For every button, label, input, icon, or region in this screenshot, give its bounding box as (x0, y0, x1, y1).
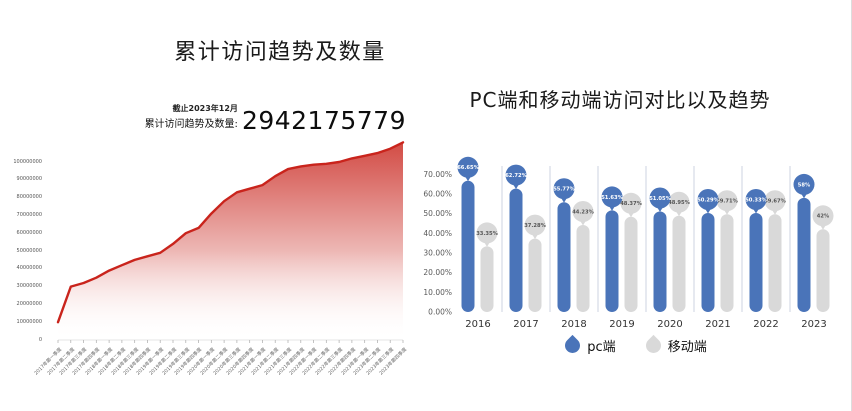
area-y-tick-label: 50000000 (16, 247, 42, 254)
area-chart-svg (56, 141, 405, 343)
cumulative-panel: 累计访问趋势及数量 截止2023年12月 累计访问趋势及数量: 29421757… (0, 0, 420, 411)
mobile-value-balloon-2022 (764, 190, 786, 212)
area-y-tick-label: 20000000 (16, 300, 42, 307)
area-y-tick-label: 70000000 (16, 211, 42, 218)
mobile-value-label-2018: 44.23% (572, 209, 594, 215)
mobile-value-balloon-2018 (572, 201, 594, 222)
year-label: 2016 (465, 319, 490, 330)
pc-bar-2020 (653, 211, 667, 312)
pc-mobile-bar-chart: 0.00% 10.00% 20.00% 30.00% 40.00% 50.00% 60.00… (420, 150, 851, 332)
pc-value-label-2017: 62.72% (505, 173, 527, 179)
mobile-value-label-2017: 37.28% (524, 223, 546, 229)
right-chart-title: PC端和移动端访问对比以及趋势 (469, 88, 771, 112)
legend-item-mobile[interactable]: 移动端 (642, 334, 707, 357)
pc-bar-2019 (605, 210, 619, 312)
annotation-label: 累计访问趋势及数量: (144, 119, 238, 130)
mobile-value-balloon-2020 (668, 191, 690, 213)
mobile-value-label-2023: 42% (817, 214, 830, 220)
pc-legend-drop-icon (562, 334, 584, 357)
pc-bar-2017 (509, 188, 523, 312)
cumulative-area-chart: 0 10000000 20000000 30000000 40000000 5000000… (0, 136, 412, 406)
mobile-bar-2022 (768, 214, 782, 312)
pc-bar-2021 (701, 213, 715, 312)
mobile-legend-drop-icon (642, 334, 664, 357)
annotation-date: 截止2023年12月 (172, 104, 238, 113)
area-y-tick-label: 30000000 (16, 283, 42, 290)
mobile-value-label-2020: 48.95% (668, 200, 690, 206)
chart-legend: pc端 移动端 (420, 334, 851, 357)
legend-label-mobile: 移动端 (667, 340, 707, 355)
mobile-value-balloon-2021 (716, 190, 738, 212)
area-line (56, 141, 405, 324)
mobile-value-label-2022: 49.67% (764, 199, 786, 205)
mobile-bar-2018 (576, 225, 590, 312)
pc-value-balloon-2022 (745, 189, 767, 210)
pc-value-label-2016: 66.65% (457, 165, 479, 171)
legend-item-pc[interactable]: pc端 (562, 334, 616, 357)
year-label: 2021 (705, 319, 730, 330)
mobile-bar-2020 (672, 215, 686, 312)
cumulative-annotation: 截止2023年12月 累计访问趋势及数量: 2942175779 (145, 103, 406, 133)
bar-y-tick-label: 50.00% (423, 209, 452, 218)
year-label: 2018 (561, 319, 586, 330)
pc-value-label-2019: 51.63% (601, 195, 623, 201)
pc-value-label-2023: 58% (798, 182, 811, 188)
area-y-tick-label: 100000000 (13, 158, 42, 165)
area-y-tick-label: 90000000 (16, 176, 42, 183)
mobile-value-balloon-2023 (812, 205, 834, 227)
area-y-tick-label: 60000000 (16, 229, 42, 236)
mobile-bar-2021 (720, 214, 734, 312)
pc-value-label-2020: 51.05% (649, 196, 671, 202)
pc-bar-2018 (557, 202, 571, 312)
mobile-bar-2023 (816, 229, 830, 312)
bar-y-tick-label: 20.00% (423, 268, 452, 277)
pc-bar-2023 (797, 197, 811, 312)
year-label: 2020 (657, 319, 682, 330)
mobile-bar-2017 (528, 238, 542, 312)
mobile-bar-2019 (624, 216, 638, 312)
mobile-value-label-2021: 49.71% (716, 199, 738, 205)
bar-y-tick-label: 0.00% (428, 308, 452, 317)
annotation-label-block: 截止2023年12月 累计访问趋势及数量: (145, 103, 238, 133)
area-y-tick-label: 40000000 (16, 265, 42, 272)
pc-bar-2016 (461, 180, 475, 312)
pc-value-balloon-2017 (505, 164, 527, 186)
pc-value-balloon-2021 (697, 189, 719, 210)
pc-value-balloon-2016 (457, 156, 479, 178)
bar-y-tick-label: 60.00% (423, 190, 452, 199)
pc-value-balloon-2019 (601, 186, 623, 208)
mobile-value-label-2019: 48.37% (620, 201, 642, 207)
pc-value-label-2018: 55.77% (553, 187, 575, 193)
bar-y-tick-label: 10.00% (423, 288, 452, 297)
pc-value-balloon-2020 (649, 187, 671, 209)
area-y-tick-label: 80000000 (16, 194, 42, 201)
annotation-total-value: 2942175779 (241, 106, 406, 135)
year-label: 2019 (609, 319, 634, 330)
mobile-value-balloon-2016 (476, 222, 498, 244)
pc-value-label-2021: 50.29% (697, 197, 719, 203)
pc-value-balloon-2018 (553, 178, 575, 200)
area-fill (58, 142, 403, 340)
mobile-bar-2016 (480, 246, 494, 312)
lollipop-svg: 0.00% 10.00% 20.00% 30.00% 40.00% 50.00% 60.00… (423, 156, 834, 330)
area-y-tick-label: 10000000 (16, 318, 42, 325)
bar-y-tick-label: 30.00% (423, 249, 452, 258)
area-y-tick-label: 0 (38, 336, 42, 343)
left-chart-title: 累计访问趋势及数量 (174, 40, 386, 65)
pc-bar-2022 (749, 213, 763, 312)
pc-value-balloon-2023 (793, 173, 815, 195)
mobile-value-balloon-2017 (524, 214, 546, 236)
bar-y-tick-label: 70.00% (423, 170, 452, 179)
pc-mobile-panel: PC端和移动端访问对比以及趋势 0.00% 10.00% 20.00% 30.00% 4… (420, 0, 851, 411)
year-label: 2023 (801, 319, 826, 330)
year-label: 2022 (753, 319, 778, 330)
mobile-value-balloon-2019 (620, 192, 642, 214)
pc-value-label-2022: 50.33% (745, 197, 767, 203)
mobile-value-label-2016: 33.35% (476, 231, 498, 237)
year-label: 2017 (513, 319, 538, 330)
legend-label-pc: pc端 (587, 340, 616, 355)
bar-y-tick-label: 40.00% (423, 229, 452, 238)
